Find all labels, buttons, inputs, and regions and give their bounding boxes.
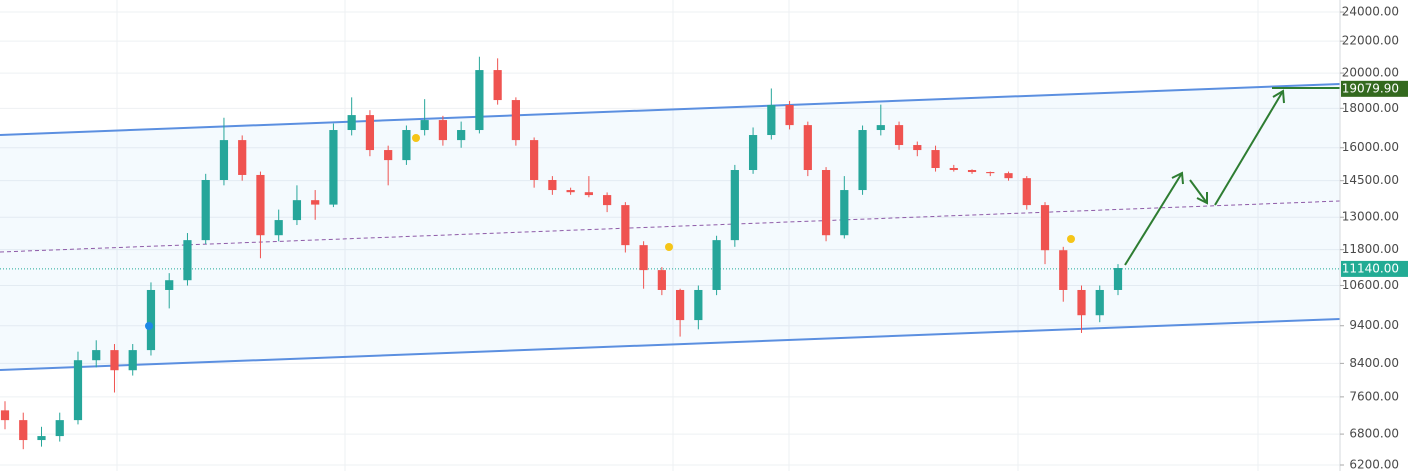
y-tick-label: 8400.00: [1349, 356, 1399, 370]
candle-body: [92, 350, 101, 361]
candle-body: [1022, 178, 1031, 206]
candle-body: [493, 70, 502, 101]
candle-body: [913, 145, 922, 151]
candle-body: [1095, 289, 1104, 316]
candle-body: [311, 200, 320, 205]
candle-body: [1077, 289, 1086, 316]
candle-body: [402, 130, 411, 161]
candle-body: [967, 170, 977, 173]
candle-body: [894, 125, 904, 146]
candle-body: [73, 360, 83, 421]
arrow-head: [1272, 89, 1285, 104]
candle-body: [931, 150, 940, 169]
channel-upper: [0, 83, 1341, 136]
candle-body: [19, 420, 28, 441]
signal-dot: [665, 243, 673, 251]
y-tick-label: 20000.00: [1342, 66, 1399, 80]
candle-body: [858, 130, 867, 191]
y-tick-label: 18000.00: [1342, 101, 1399, 115]
candle-body: [694, 289, 703, 321]
y-tick-label: 10600.00: [1342, 278, 1399, 292]
candle-body: [292, 200, 302, 221]
signal-dot: [1067, 235, 1075, 243]
candle-body: [748, 135, 758, 171]
y-tick-label: 16000.00: [1342, 140, 1399, 154]
candle-body: [949, 168, 958, 171]
candle-body: [511, 100, 520, 141]
arrow: [1189, 179, 1208, 204]
candle-body: [1113, 268, 1123, 290]
y-tick-label: 6200.00: [1349, 458, 1399, 471]
arrow-head: [1196, 192, 1208, 205]
candle-body: [201, 179, 210, 241]
candle-body: [0, 410, 10, 421]
candle-body: [420, 120, 429, 131]
candle-body: [329, 130, 338, 205]
candle-body: [767, 104, 776, 136]
candle-body: [803, 125, 812, 171]
candle-body: [712, 240, 721, 290]
y-tick-label: 7600.00: [1349, 389, 1399, 403]
candle-body: [675, 289, 685, 321]
signal-dot: [412, 134, 420, 142]
candle-body: [55, 420, 64, 437]
channel-lower: [0, 318, 1341, 371]
candle-body: [1004, 173, 1013, 179]
candle-body: [876, 125, 885, 131]
y-tick-label: 13000.00: [1342, 210, 1399, 224]
y-tick-label: 11800.00: [1342, 242, 1399, 256]
price-tag: [1341, 80, 1408, 97]
price-axis: 24000.00 22000.00 20000.00 18000.00 16000.00…: [1340, 5, 1408, 471]
y-tick-label: 14500.00: [1342, 173, 1399, 187]
candle-body: [584, 192, 593, 196]
candle-body: [986, 172, 995, 174]
arrow-head: [1171, 171, 1184, 185]
candle-body: [530, 140, 539, 180]
y-tick-label: 24000.00: [1342, 5, 1399, 19]
price-tag-label: 19079.90: [1342, 81, 1399, 95]
candle-body: [603, 195, 612, 206]
candle-body: [1059, 250, 1068, 290]
candle-body: [128, 350, 137, 371]
y-tick-label: 22000.00: [1342, 34, 1399, 48]
candle-body: [238, 140, 247, 175]
candle-body: [457, 130, 466, 141]
candle-body: [566, 190, 575, 193]
candle-body: [347, 115, 356, 131]
candle-body: [384, 150, 393, 161]
candle-body: [37, 436, 46, 441]
time-grid: [116, 0, 1259, 471]
price-tag-label: 11140.00: [1342, 261, 1399, 275]
candle-body: [548, 179, 557, 191]
candle-body: [475, 70, 484, 131]
candle-body: [657, 270, 666, 290]
candle-body: [639, 245, 648, 271]
candle-body: [219, 140, 229, 180]
candle-body: [730, 170, 739, 241]
y-tick-label: 9400.00: [1349, 318, 1399, 332]
candle-body: [146, 289, 156, 351]
candle-body: [165, 280, 174, 290]
candles: [0, 56, 1123, 450]
arrow: [1214, 90, 1284, 206]
candle-body: [256, 174, 265, 236]
candle-body: [785, 104, 794, 126]
price-tag: [1341, 260, 1408, 277]
candle-body: [365, 115, 375, 151]
projection-arrows: [1124, 87, 1340, 266]
candle-body: [110, 350, 119, 371]
signal-dot: [145, 322, 153, 330]
candle-body: [274, 220, 283, 236]
candle-body: [438, 120, 448, 141]
candle-body: [183, 240, 192, 281]
candle-body: [821, 170, 831, 236]
candle-body: [840, 190, 849, 236]
arrow: [1124, 172, 1183, 266]
candle-body: [621, 205, 630, 246]
y-tick-label: 6800.00: [1349, 427, 1399, 441]
candle-body: [1040, 205, 1050, 251]
